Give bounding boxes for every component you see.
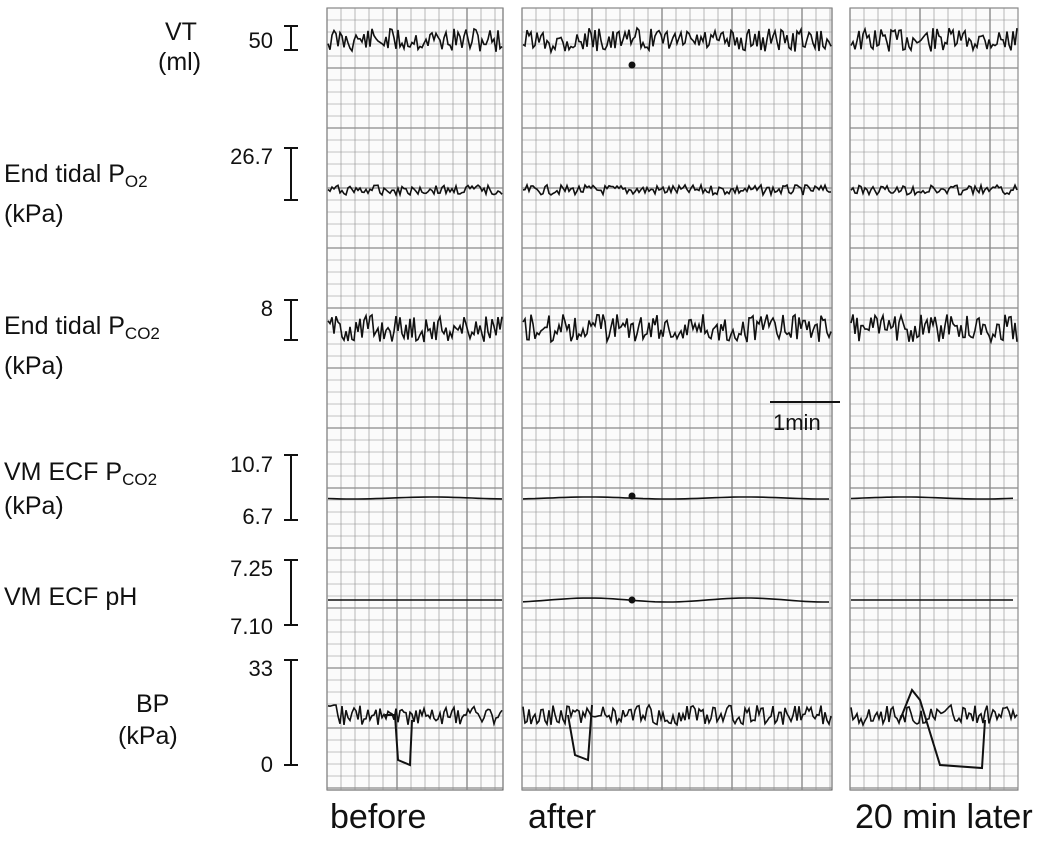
caption-20-min-later: 20 min later xyxy=(855,798,1033,836)
tick-ecf-ph-7-25: 7.25 xyxy=(230,556,273,581)
label-vm-ecf-ph: VM ECF pH xyxy=(4,583,138,611)
tick-bp-33: 33 xyxy=(248,656,273,681)
trace-vm-ecf-pco2 xyxy=(850,496,1014,500)
grid-panel-before xyxy=(326,7,504,791)
trace-end-tidal-po2 xyxy=(850,182,1018,197)
tick-pco2-8: 8 xyxy=(260,296,273,321)
event-marker xyxy=(628,61,636,69)
trace-blood-pressure xyxy=(850,703,1018,728)
trace-tidal-volume xyxy=(327,27,503,53)
scale-bar-label: 1min xyxy=(773,410,821,435)
trace-end-tidal-pco2 xyxy=(850,312,1018,345)
trace-end-tidal-po2 xyxy=(327,183,503,198)
trace-bp-dip-after xyxy=(567,704,593,762)
trace-bp-dip-before xyxy=(385,714,413,767)
label-end-tidal-pco2-unit: (kPa) xyxy=(4,352,64,380)
trace-vm-ecf-ph xyxy=(522,597,829,603)
tick-bp-0: 0 xyxy=(260,752,273,777)
trace-end-tidal-po2 xyxy=(522,182,832,198)
trace-end-tidal-pco2 xyxy=(327,313,503,343)
label-tidal-volume-unit: (ml) xyxy=(158,48,202,76)
tick-ecf-pco2-10-7: 10.7 xyxy=(230,452,273,477)
tick-vt-50: 50 xyxy=(248,28,273,53)
label-tidal-volume: VT xyxy=(165,18,197,46)
trace-vm-ecf-pco2 xyxy=(327,496,503,500)
label-blood-pressure-unit: (kPa) xyxy=(118,722,178,750)
label-end-tidal-po2-unit: (kPa) xyxy=(4,200,64,228)
trace-end-tidal-pco2 xyxy=(522,313,832,345)
event-marker xyxy=(628,596,636,604)
label-vm-ecf-pco2: VM ECF PCO2 xyxy=(4,458,158,489)
tick-po2-26-7: 26.7 xyxy=(230,144,273,169)
caption-before: before xyxy=(330,798,427,836)
label-end-tidal-po2: End tidal PO2 xyxy=(4,160,148,191)
trace-tidal-volume xyxy=(522,26,832,55)
trace-vm-ecf-pco2 xyxy=(522,496,829,500)
trace-blood-pressure xyxy=(522,703,832,727)
label-blood-pressure: BP xyxy=(136,690,170,718)
label-end-tidal-pco2: End tidal PCO2 xyxy=(4,312,160,343)
label-vm-ecf-pco2-unit: (kPa) xyxy=(4,492,64,520)
trace-bp-dip-later xyxy=(899,688,986,770)
trace-blood-pressure xyxy=(327,704,503,727)
grid-panel-after xyxy=(521,7,833,791)
event-marker xyxy=(628,492,636,500)
tick-ecf-pco2-6-7: 6.7 xyxy=(242,504,273,529)
trace-tidal-volume xyxy=(850,26,1018,53)
tick-ecf-ph-7-10: 7.10 xyxy=(230,614,273,639)
caption-after: after xyxy=(528,798,597,836)
